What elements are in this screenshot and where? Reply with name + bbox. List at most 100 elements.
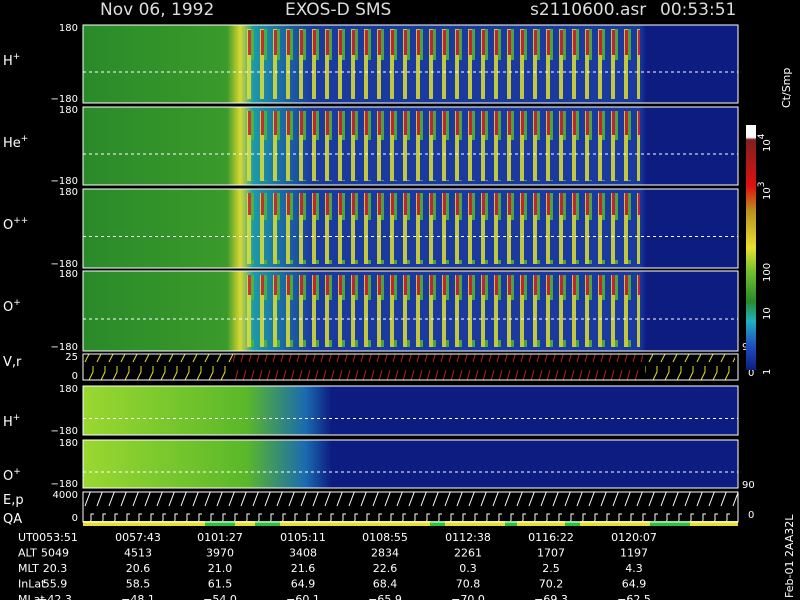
label-sup: + [21, 134, 29, 144]
panel-frame [82, 188, 739, 269]
label-sup: 4 [757, 133, 767, 139]
qa-flag [255, 521, 280, 526]
row-value: −69.3 [534, 593, 568, 600]
row-value: 5049 [41, 547, 69, 560]
sawtooth [233, 354, 643, 380]
label-base: 10 [762, 139, 773, 152]
axis-right-bottom: 0 [748, 510, 754, 521]
axis-bottom: −180 [51, 94, 78, 105]
row-value: 0101:27 [197, 531, 243, 544]
label-base: 10 [762, 187, 773, 200]
row-value: 1707 [537, 547, 565, 560]
label-base: E,p [3, 493, 24, 508]
label: V,r [3, 355, 22, 370]
row-value: 0108:55 [362, 531, 408, 544]
row-value: −70.0 [451, 593, 485, 600]
time: 00:53:51 [660, 0, 736, 20]
panel-frame [82, 439, 739, 489]
label-base: 10 [762, 307, 773, 320]
row-label: ALT [18, 547, 37, 560]
label: 1 [762, 369, 773, 375]
sawtooth [83, 492, 738, 522]
label: 103 [757, 182, 773, 200]
footer: UT 0053:51 0057:43 0101:27 0105:11 0108:55 011… [18, 531, 657, 600]
row-value: 0112:38 [445, 531, 491, 544]
label-base: 1 [762, 369, 773, 375]
row-value: 0120:07 [611, 531, 657, 544]
label-sup: 3 [757, 182, 767, 188]
axis-right-bottom: 0 [748, 368, 754, 379]
row-label: InLat [18, 578, 46, 591]
label-base: V,r [3, 355, 22, 370]
axis-bottom: 0 [72, 513, 78, 524]
qa-flag [205, 521, 235, 526]
row-value: −65.9 [368, 593, 402, 600]
row-value: 2834 [371, 547, 399, 560]
colorbar [746, 125, 756, 370]
row-label: UT [18, 531, 33, 544]
axis-bottom: −180 [51, 176, 78, 187]
row-label: MLat [18, 593, 45, 600]
panel-frame [82, 24, 739, 104]
panel-frame [82, 385, 739, 436]
row-value: 64.9 [622, 578, 647, 591]
axis-top: 4000 [53, 490, 78, 501]
row-value: 3970 [206, 547, 234, 560]
label: H+ [3, 52, 20, 69]
label: E,p [3, 493, 24, 508]
label-base: O [3, 469, 13, 484]
axis-top: 180 [59, 23, 78, 34]
label-base: H [3, 54, 13, 69]
row-value: 0105:11 [280, 531, 326, 544]
row-value: −62.5 [617, 593, 651, 600]
row-value: 55.9 [43, 578, 68, 591]
row-value: 68.4 [373, 578, 398, 591]
date: Nov 06, 1992 [100, 0, 214, 20]
row-value: 58.5 [126, 578, 151, 591]
qa-bar [83, 521, 738, 526]
instrument: EXOS-D SMS [285, 0, 391, 20]
label-base: O [3, 300, 13, 315]
row-value: 20.6 [126, 562, 151, 575]
label: 100 [762, 263, 773, 282]
qa-flag [565, 521, 580, 526]
row-value: −54.0 [203, 593, 237, 600]
qa-flag [430, 521, 445, 526]
axis-bottom: −180 [51, 479, 78, 490]
row-value: −42.3 [38, 593, 72, 600]
label-base: 100 [762, 263, 773, 282]
row-value: 0057:43 [115, 531, 161, 544]
sawtooth [645, 354, 735, 380]
label: O+ [3, 467, 21, 484]
axis-bottom: −180 [51, 426, 78, 437]
axis-top: 180 [59, 269, 78, 280]
row-value: 0.3 [459, 562, 477, 575]
row-value: 64.9 [291, 578, 316, 591]
row-value: 22.6 [373, 562, 398, 575]
spectrogram-stripes [245, 111, 640, 181]
row-value: 4513 [124, 547, 152, 560]
qa-flag [650, 521, 690, 526]
panel-frame [82, 106, 739, 186]
axis-bottom: −180 [51, 342, 78, 353]
spectrogram [83, 386, 738, 435]
panel-frame [82, 353, 739, 381]
row-value: 61.5 [208, 578, 233, 591]
label-sup: + [13, 413, 21, 423]
row-value: 70.2 [539, 578, 564, 591]
label: He+ [3, 134, 28, 151]
row-value: 21.0 [208, 562, 233, 575]
row-label: MLT [18, 562, 39, 575]
qa-label: QA [3, 512, 22, 527]
qa-flag [505, 521, 517, 526]
panel-frame [82, 491, 739, 523]
axis-right-top: 90 [742, 480, 755, 491]
row-value: 4.3 [625, 562, 643, 575]
row-value: −48.1 [121, 593, 155, 600]
row-value: 21.6 [291, 562, 316, 575]
label-sup: ++ [13, 216, 28, 226]
row-value: 0116:22 [528, 531, 574, 544]
label: O++ [3, 216, 28, 233]
axis-top: 180 [59, 105, 78, 116]
row-value: 3408 [289, 547, 317, 560]
